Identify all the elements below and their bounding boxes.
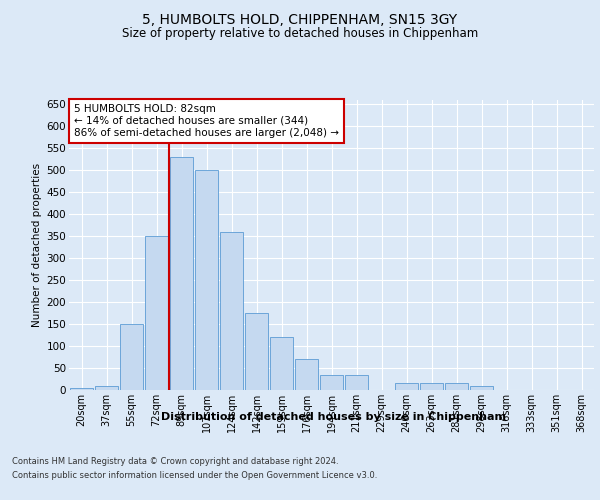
- Text: Distribution of detached houses by size in Chippenham: Distribution of detached houses by size …: [161, 412, 506, 422]
- Bar: [195, 170, 218, 390]
- Y-axis label: Number of detached properties: Number of detached properties: [32, 163, 43, 327]
- Bar: [320, 374, 343, 390]
- Bar: [220, 232, 243, 390]
- Bar: [295, 359, 318, 390]
- Bar: [245, 313, 268, 390]
- Bar: [470, 386, 493, 390]
- Text: 5 HUMBOLTS HOLD: 82sqm
← 14% of detached houses are smaller (344)
86% of semi-de: 5 HUMBOLTS HOLD: 82sqm ← 14% of detached…: [74, 104, 339, 138]
- Bar: [170, 157, 193, 390]
- Bar: [70, 388, 93, 390]
- Bar: [395, 384, 418, 390]
- Bar: [95, 386, 118, 390]
- Bar: [420, 384, 443, 390]
- Text: Contains public sector information licensed under the Open Government Licence v3: Contains public sector information licen…: [12, 471, 377, 480]
- Bar: [445, 384, 468, 390]
- Bar: [270, 338, 293, 390]
- Bar: [145, 236, 168, 390]
- Text: Contains HM Land Registry data © Crown copyright and database right 2024.: Contains HM Land Registry data © Crown c…: [12, 458, 338, 466]
- Text: Size of property relative to detached houses in Chippenham: Size of property relative to detached ho…: [122, 28, 478, 40]
- Text: 5, HUMBOLTS HOLD, CHIPPENHAM, SN15 3GY: 5, HUMBOLTS HOLD, CHIPPENHAM, SN15 3GY: [142, 12, 458, 26]
- Bar: [345, 374, 368, 390]
- Bar: [120, 324, 143, 390]
